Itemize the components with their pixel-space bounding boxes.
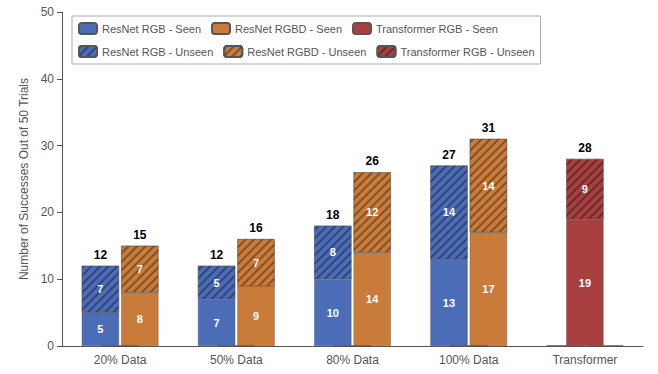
- svg-text:17: 17: [482, 283, 494, 295]
- svg-text:5: 5: [97, 323, 103, 335]
- svg-text:14: 14: [443, 206, 456, 218]
- svg-text:100% Data: 100% Data: [439, 353, 499, 367]
- svg-text:31: 31: [482, 121, 496, 135]
- svg-text:ResNet RGBD - Seen: ResNet RGBD - Seen: [235, 23, 342, 35]
- svg-text:20% Data: 20% Data: [94, 353, 147, 367]
- svg-text:9: 9: [582, 183, 588, 195]
- svg-text:14: 14: [482, 180, 495, 192]
- svg-text:ResNet RGBD - Unseen: ResNet RGBD - Unseen: [247, 46, 366, 58]
- svg-text:12: 12: [94, 248, 108, 262]
- svg-text:50: 50: [41, 5, 55, 19]
- svg-text:10: 10: [41, 272, 55, 286]
- svg-text:Transformer RGB - Seen: Transformer RGB - Seen: [376, 23, 498, 35]
- svg-text:18: 18: [326, 208, 340, 222]
- svg-text:13: 13: [443, 297, 455, 309]
- svg-text:26: 26: [366, 154, 380, 168]
- svg-text:Transformer RGB - Unseen: Transformer RGB - Unseen: [400, 46, 534, 58]
- svg-text:ResNet RGB - Seen: ResNet RGB - Seen: [102, 23, 201, 35]
- svg-text:80% Data: 80% Data: [326, 353, 379, 367]
- svg-text:8: 8: [137, 313, 143, 325]
- svg-text:27: 27: [442, 148, 456, 162]
- svg-text:15: 15: [133, 228, 147, 242]
- svg-text:7: 7: [214, 317, 220, 329]
- svg-text:ResNet RGB - Unseen: ResNet RGB - Unseen: [102, 46, 213, 58]
- svg-text:19: 19: [579, 277, 591, 289]
- svg-text:9: 9: [253, 310, 259, 322]
- svg-text:7: 7: [137, 263, 143, 275]
- svg-text:Number of Successes Out of 50: Number of Successes Out of 50 Trials: [17, 78, 31, 280]
- svg-text:40: 40: [41, 72, 55, 86]
- svg-text:10: 10: [327, 307, 339, 319]
- svg-text:16: 16: [249, 221, 263, 235]
- svg-text:28: 28: [578, 141, 592, 155]
- svg-text:8: 8: [330, 246, 336, 258]
- svg-text:50% Data: 50% Data: [210, 353, 263, 367]
- svg-text:30: 30: [41, 139, 55, 153]
- svg-text:7: 7: [97, 283, 103, 295]
- svg-text:0: 0: [47, 339, 54, 353]
- svg-text:7: 7: [253, 257, 259, 269]
- svg-text:20: 20: [41, 205, 55, 219]
- svg-text:Transformer: Transformer: [552, 353, 617, 367]
- svg-text:12: 12: [210, 248, 224, 262]
- svg-text:14: 14: [366, 293, 379, 305]
- svg-text:5: 5: [214, 277, 220, 289]
- svg-text:12: 12: [366, 206, 378, 218]
